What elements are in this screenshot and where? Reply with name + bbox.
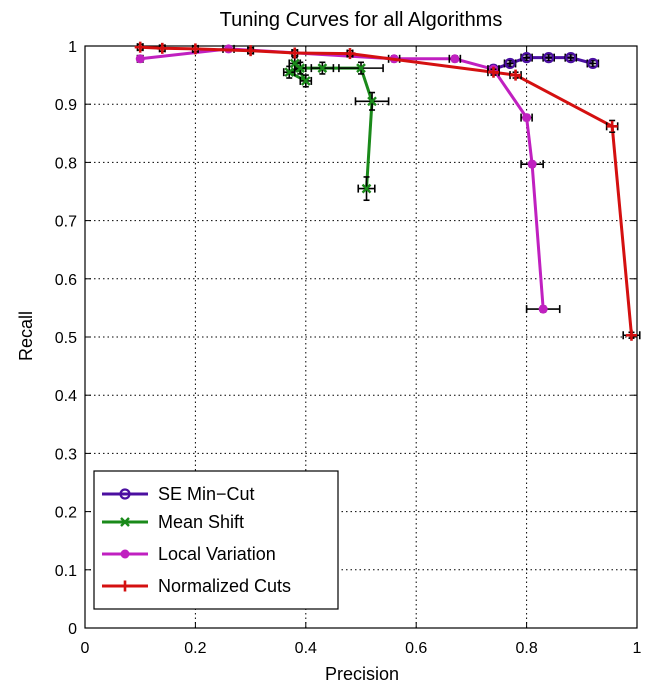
y-tick-label: 0.3 (55, 446, 77, 463)
y-tick-label: 0.6 (55, 272, 77, 289)
data-point (487, 66, 499, 78)
legend-items: SE Min−Cut Mean Shift Local Variation Norma… (102, 484, 291, 596)
legend-marker (119, 488, 131, 500)
x-tick-label: 0.8 (515, 640, 537, 657)
data-point (245, 45, 257, 57)
data-point (543, 52, 555, 64)
legend-item: Local Variation (102, 544, 276, 564)
data-point (189, 43, 201, 55)
legend-label: SE Min−Cut (158, 484, 255, 504)
legend-marker (120, 517, 130, 527)
data-point (344, 48, 356, 60)
chart-title: Tuning Curves for all Algorithms (220, 9, 503, 31)
grid-lines (85, 46, 637, 628)
y-axis-ticks: 0 0.1 0.2 0.3 0.4 0.5 0.6 0.7 0.8 0.9 1 (55, 39, 637, 638)
x-axis-ticks: 0 0.2 0.4 0.6 0.8 1 (81, 46, 642, 657)
legend: SE Min−Cut Mean Shift Local Variation Norma… (93, 470, 339, 610)
legend-item: Normalized Cuts (102, 576, 291, 596)
data-point (522, 113, 532, 123)
series-1 (282, 56, 390, 202)
data-point (510, 69, 522, 81)
data-point (134, 41, 146, 53)
legend-item: Mean Shift (102, 512, 244, 532)
data-point (135, 54, 145, 64)
legend-item: SE Min−Cut (102, 484, 255, 504)
data-point (527, 159, 537, 169)
legend-label: Local Variation (158, 544, 276, 564)
data-point (361, 183, 372, 194)
series-line (140, 45, 633, 336)
data-point (450, 54, 460, 64)
series-3 (134, 41, 641, 341)
legend-marker (119, 580, 131, 592)
y-tick-label: 0.8 (55, 155, 77, 172)
data-point (356, 63, 366, 73)
y-tick-label: 0 (68, 621, 77, 638)
x-tick-label: 0 (81, 640, 90, 657)
x-tick-label: 0.6 (405, 640, 427, 657)
data-point (625, 329, 637, 341)
y-tick-label: 0.5 (55, 330, 77, 347)
data-point (156, 42, 168, 54)
y-axis-title: Recall (16, 311, 36, 361)
data-point (504, 57, 516, 70)
data-point (587, 57, 599, 70)
y-tick-label: 1 (68, 39, 77, 56)
legend-label: Normalized Cuts (158, 576, 291, 596)
y-tick-label: 0.4 (55, 388, 77, 405)
legend-label: Mean Shift (158, 512, 244, 532)
data-point (284, 67, 295, 78)
data-point (367, 96, 377, 107)
x-tick-label: 0.4 (295, 640, 317, 657)
data-point (565, 52, 577, 64)
data-point (289, 58, 300, 69)
series-layer (134, 41, 641, 341)
y-tick-label: 0.7 (55, 214, 77, 231)
x-axis-title: Precision (325, 664, 399, 684)
data-point (289, 47, 301, 59)
y-tick-label: 0.1 (55, 563, 77, 580)
data-point (300, 76, 311, 86)
y-tick-label: 0.9 (55, 97, 77, 114)
legend-marker (120, 549, 130, 559)
data-point (317, 63, 328, 73)
data-point (606, 120, 618, 132)
x-tick-label: 1 (633, 640, 642, 657)
y-tick-label: 0.2 (55, 505, 77, 522)
data-point (538, 304, 548, 314)
data-point (520, 52, 533, 64)
x-tick-label: 0.2 (184, 640, 206, 657)
